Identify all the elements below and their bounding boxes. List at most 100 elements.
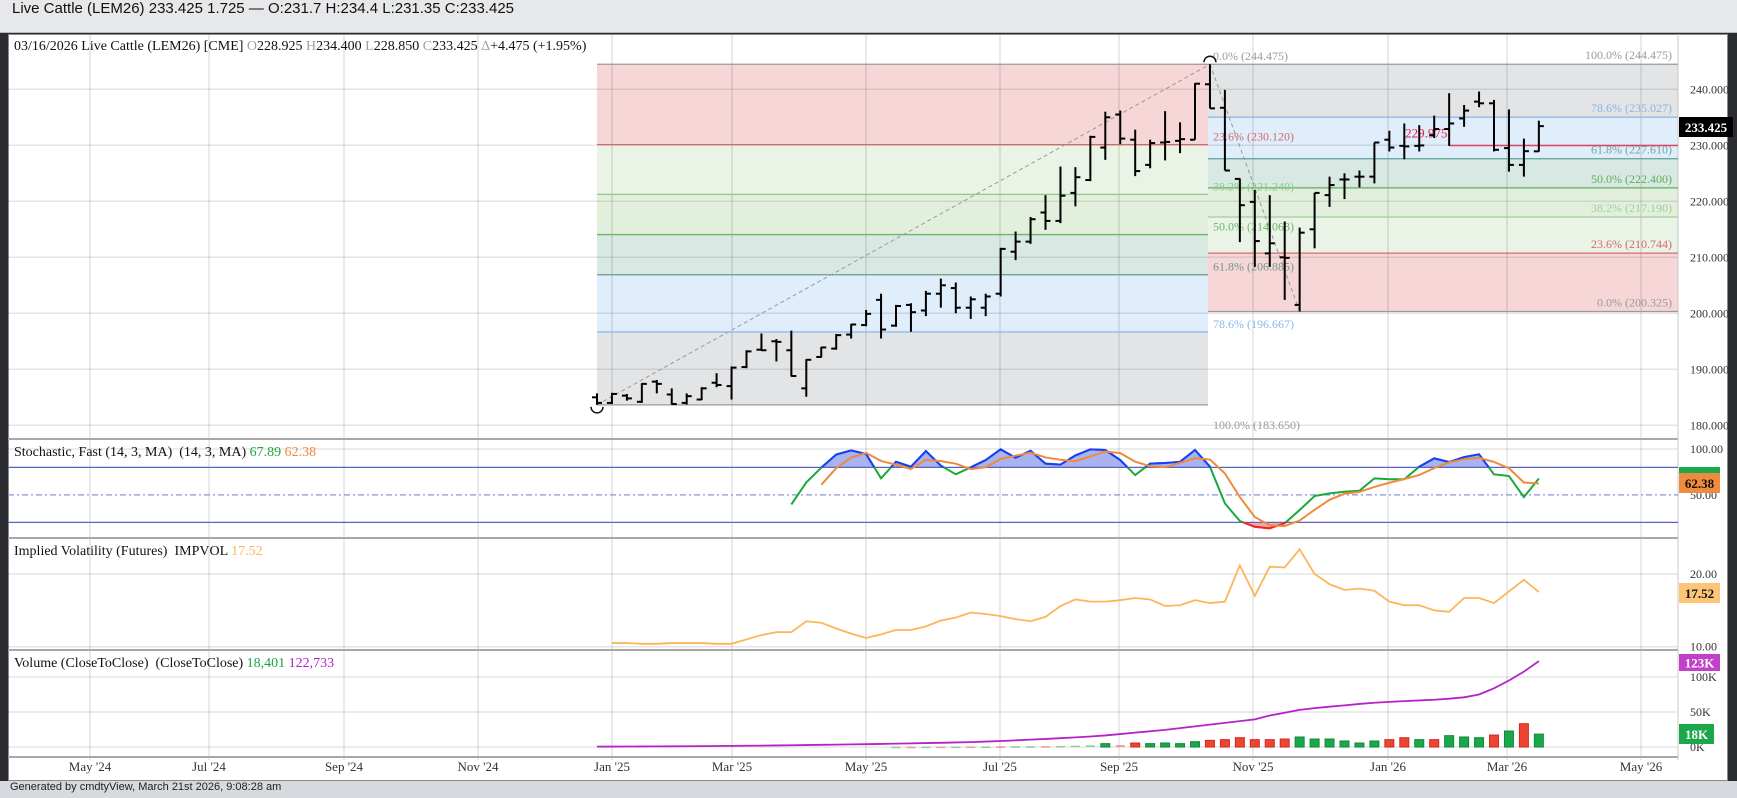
ohlc-bar[interactable] xyxy=(1234,177,1245,243)
ohlc-bar[interactable] xyxy=(606,392,617,405)
ohlc-bar[interactable] xyxy=(786,330,797,378)
ohlc-bar[interactable] xyxy=(876,293,887,339)
ohlc-bar[interactable] xyxy=(1145,139,1156,169)
ohlc-bar[interactable] xyxy=(905,303,916,332)
ohlc-bar[interactable] xyxy=(1294,227,1305,312)
volume-bar[interactable] xyxy=(1309,738,1320,748)
ohlc-bar[interactable] xyxy=(1279,221,1290,300)
ohlc-bar[interactable] xyxy=(1533,120,1544,153)
ohlc-bar[interactable] xyxy=(965,296,976,319)
volume-bar[interactable] xyxy=(966,746,976,749)
volume-bar[interactable] xyxy=(1264,739,1275,748)
volume-bar[interactable] xyxy=(1175,743,1186,748)
volume-bar[interactable] xyxy=(1219,739,1230,748)
ohlc-bar[interactable] xyxy=(741,350,752,369)
ohlc-bar[interactable] xyxy=(1249,190,1260,267)
volume-bar[interactable] xyxy=(1279,738,1290,748)
ohlc-bar[interactable] xyxy=(711,373,722,388)
ohlc-bar[interactable] xyxy=(891,304,901,327)
ohlc-bar[interactable] xyxy=(861,309,872,327)
ohlc-bar[interactable] xyxy=(1070,167,1081,207)
volume-bar[interactable] xyxy=(1130,742,1141,748)
ohlc-bar[interactable] xyxy=(1040,195,1051,230)
ohlc-bar[interactable] xyxy=(1115,110,1126,145)
volume-bar[interactable] xyxy=(1115,744,1125,747)
volume-bar[interactable] xyxy=(981,746,991,749)
volume-bar[interactable] xyxy=(1234,737,1245,748)
volume-bar[interactable] xyxy=(1354,742,1365,748)
ohlc-bar[interactable] xyxy=(1459,104,1470,127)
ohlc-bar[interactable] xyxy=(1190,82,1200,141)
ohlc-bar[interactable] xyxy=(950,282,961,314)
ohlc-bar[interactable] xyxy=(1369,141,1380,184)
ohlc-bar[interactable] xyxy=(1503,109,1514,172)
ohlc-bar[interactable] xyxy=(1175,122,1186,154)
ohlc-bar[interactable] xyxy=(1130,129,1141,177)
volume-bar[interactable] xyxy=(936,746,946,749)
volume-bar[interactable] xyxy=(1489,734,1499,748)
ohlc-bar[interactable] xyxy=(995,247,1006,297)
ohlc-bar[interactable] xyxy=(920,290,931,317)
ohlc-bar[interactable] xyxy=(1025,216,1036,244)
ohlc-bar[interactable] xyxy=(1324,176,1335,207)
volume-bar[interactable] xyxy=(1085,745,1095,747)
ohlc-bar[interactable] xyxy=(831,334,842,350)
ohlc-bar[interactable] xyxy=(1414,125,1425,152)
volume-bar[interactable] xyxy=(951,746,961,749)
ohlc-bar[interactable] xyxy=(1474,91,1485,108)
swing-trendline[interactable] xyxy=(596,63,1211,406)
ohlc-bar[interactable] xyxy=(1354,170,1365,188)
ohlc-bar[interactable] xyxy=(816,346,827,358)
volume-bar[interactable] xyxy=(1190,741,1200,748)
volume-bar[interactable] xyxy=(1384,739,1395,748)
volume-bar[interactable] xyxy=(1100,743,1111,748)
volume-bar[interactable] xyxy=(1145,743,1156,748)
volume-bar[interactable] xyxy=(1339,740,1350,748)
ohlc-bar[interactable] xyxy=(1384,130,1395,152)
ohlc-bar[interactable] xyxy=(980,293,991,317)
ohlc-bar[interactable] xyxy=(681,393,692,405)
ohlc-bar[interactable] xyxy=(1160,111,1171,161)
open-interest-line[interactable] xyxy=(596,660,1540,748)
ohlc-bar[interactable] xyxy=(1010,231,1021,261)
volume-bar[interactable] xyxy=(1011,746,1021,748)
ohlc-bar[interactable] xyxy=(1489,99,1499,152)
impvol-line[interactable] xyxy=(611,547,1540,645)
volume-bar[interactable] xyxy=(1474,737,1485,748)
ohlc-bar[interactable] xyxy=(651,379,662,394)
ohlc-bar[interactable] xyxy=(592,393,602,405)
volume-bar[interactable] xyxy=(1324,738,1335,748)
stoch-d-line[interactable] xyxy=(820,450,1539,528)
ohlc-bar[interactable] xyxy=(1444,93,1455,146)
ohlc-bar[interactable] xyxy=(696,387,707,401)
ohlc-bar[interactable] xyxy=(935,278,946,308)
ohlc-bar[interactable] xyxy=(621,393,632,401)
ohlc-bar[interactable] xyxy=(1204,64,1215,110)
ohlc-bar[interactable] xyxy=(666,388,677,406)
ohlc-bar[interactable] xyxy=(636,382,647,403)
ohlc-bar[interactable] xyxy=(756,333,767,352)
volume-bar[interactable] xyxy=(1026,746,1036,748)
volume-bar[interactable] xyxy=(1444,735,1455,748)
volume-bar[interactable] xyxy=(1414,739,1425,748)
ohlc-bar[interactable] xyxy=(1309,191,1320,249)
ohlc-bar[interactable] xyxy=(1219,89,1230,172)
volume-bar[interactable] xyxy=(1503,730,1514,748)
ohlc-bar[interactable] xyxy=(1339,173,1350,200)
ohlc-bar[interactable] xyxy=(1399,123,1410,160)
volume-bar[interactable] xyxy=(1399,737,1410,748)
volume-bar[interactable] xyxy=(921,746,931,749)
volume-bar[interactable] xyxy=(1533,733,1544,748)
ohlc-bar[interactable] xyxy=(801,358,812,397)
ohlc-bar[interactable] xyxy=(1264,195,1275,267)
volume-bar[interactable] xyxy=(1204,739,1215,748)
volume-bar[interactable] xyxy=(1369,740,1380,748)
stoch-k-line[interactable] xyxy=(790,448,1540,530)
volume-bar[interactable] xyxy=(1160,742,1171,748)
ohlc-bar[interactable] xyxy=(1055,166,1066,224)
ohlc-bar[interactable] xyxy=(1429,115,1440,139)
ohlc-bar[interactable] xyxy=(1100,111,1111,160)
volume-bar[interactable] xyxy=(891,746,901,749)
volume-bar[interactable] xyxy=(1041,746,1050,748)
